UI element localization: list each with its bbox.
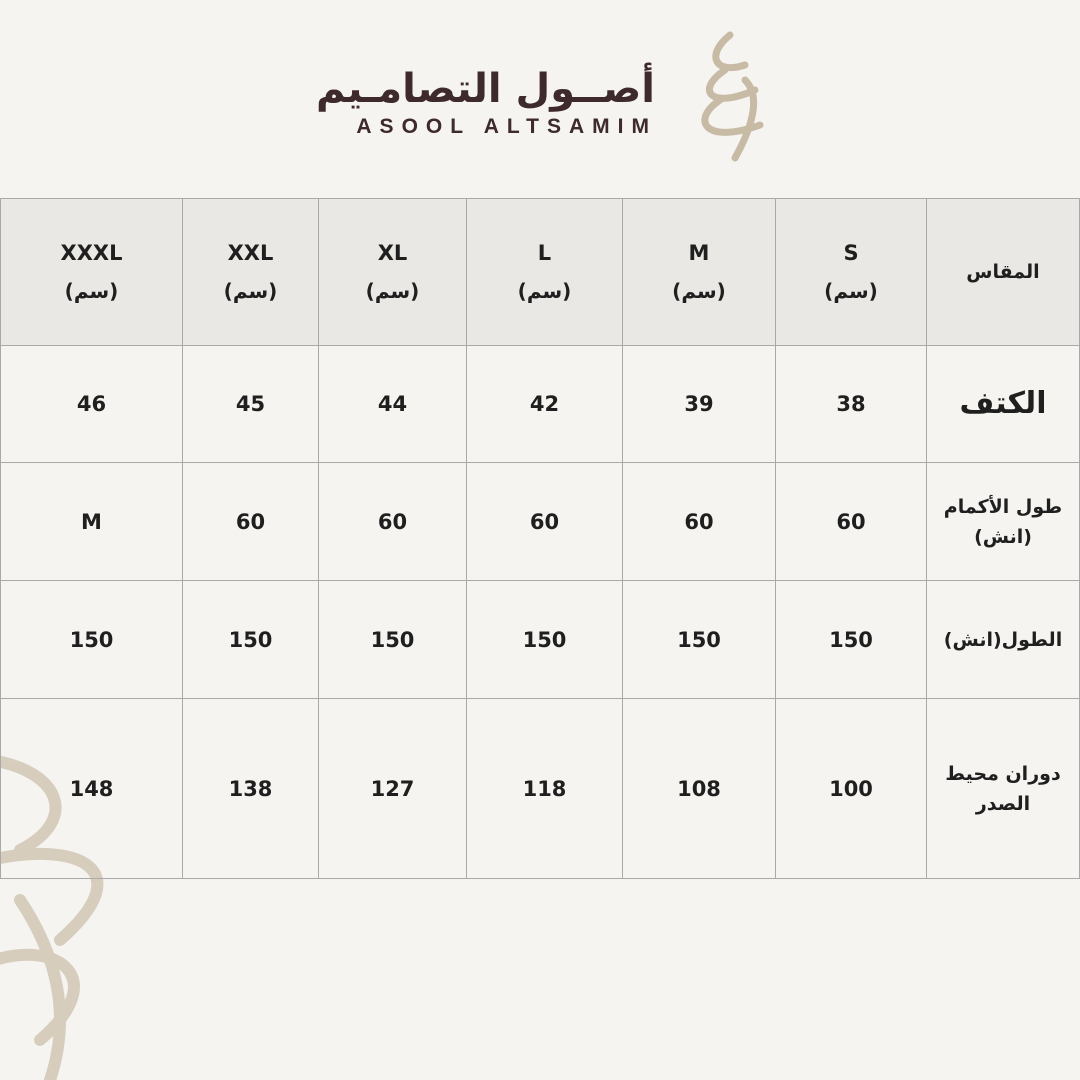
corner-label: المقاس bbox=[926, 198, 1080, 346]
cell: 60 bbox=[775, 462, 927, 581]
row-label: الكتف bbox=[926, 345, 1080, 463]
cell: 45 bbox=[182, 345, 319, 463]
cell: 60 bbox=[318, 462, 467, 581]
table-row: 150 150 150 150 150 150 الطول(انش) bbox=[0, 580, 1080, 699]
table-row: 148 138 127 118 108 100 دوران محيط الصدر bbox=[0, 698, 1080, 879]
calligraphy-logo-icon bbox=[701, 31, 764, 162]
cell: 127 bbox=[318, 698, 467, 879]
cell: 60 bbox=[466, 462, 623, 581]
cell: M bbox=[0, 462, 183, 581]
cell: 42 bbox=[466, 345, 623, 463]
size-header-xl: XL (سم) bbox=[318, 198, 467, 346]
cell: 108 bbox=[622, 698, 776, 879]
size-chart-table: XXXL (سم) XXL (سم) XL (سم) L (سم) M (سم) S (سم… bbox=[0, 198, 1080, 879]
cell: 100 bbox=[775, 698, 927, 879]
cell: 39 bbox=[622, 345, 776, 463]
table-header-row: XXXL (سم) XXL (سم) XL (سم) L (سم) M (سم) S (سم… bbox=[0, 198, 1080, 346]
table-row: 46 45 44 42 39 38 الكتف bbox=[0, 345, 1080, 463]
cell: 150 bbox=[182, 580, 319, 699]
row-label: الطول(انش) bbox=[926, 580, 1080, 699]
table-row: M 60 60 60 60 60 طول الأكمام (انش) bbox=[0, 462, 1080, 581]
cell: 150 bbox=[622, 580, 776, 699]
cell: 150 bbox=[318, 580, 467, 699]
cell: 60 bbox=[622, 462, 776, 581]
brand-logo: أصــول التصامـيم ASOOL ALTSAMIM bbox=[275, 28, 805, 178]
cell: 150 bbox=[775, 580, 927, 699]
cell: 44 bbox=[318, 345, 467, 463]
size-header-xxxl: XXXL (سم) bbox=[0, 198, 183, 346]
size-header-l: L (سم) bbox=[466, 198, 623, 346]
row-label: طول الأكمام (انش) bbox=[926, 462, 1080, 581]
size-header-m: M (سم) bbox=[622, 198, 776, 346]
brand-name-arabic: أصــول التصامـيم bbox=[315, 66, 655, 112]
cell: 46 bbox=[0, 345, 183, 463]
cell: 118 bbox=[466, 698, 623, 879]
cell: 60 bbox=[182, 462, 319, 581]
cell: 150 bbox=[0, 580, 183, 699]
cell: 148 bbox=[0, 698, 183, 879]
brand-name-english: ASOOL ALTSAMIM bbox=[356, 115, 657, 138]
cell: 150 bbox=[466, 580, 623, 699]
size-header-s: S (سم) bbox=[775, 198, 927, 346]
row-label: دوران محيط الصدر bbox=[926, 698, 1080, 879]
cell: 38 bbox=[775, 345, 927, 463]
size-header-xxl: XXL (سم) bbox=[182, 198, 319, 346]
cell: 138 bbox=[182, 698, 319, 879]
